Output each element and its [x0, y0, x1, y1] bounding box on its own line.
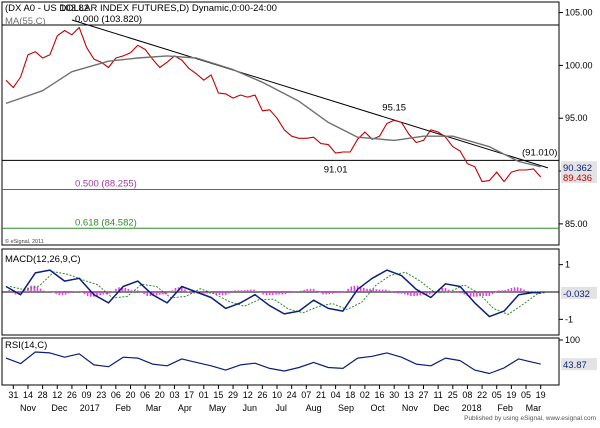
level-label: 0.618 (84.582)	[75, 217, 137, 228]
y-tick-label: 85.00	[565, 219, 588, 229]
price-panel-frame	[1, 1, 560, 246]
x-month-label: Oct	[370, 403, 385, 413]
x-day-label: 20	[126, 390, 136, 400]
rsi-panel: 100 43.87 RSI(14,C)	[1, 335, 597, 386]
x-day-label: 31	[8, 390, 18, 400]
trendline-end-label: (91.010)	[522, 147, 557, 158]
x-month-label: 2017	[80, 403, 100, 413]
x-day-label: 06	[111, 390, 121, 400]
x-day-label: 01	[199, 390, 209, 400]
x-day-label: 19	[536, 390, 546, 400]
x-day-label: 20	[155, 390, 165, 400]
x-month-label: Dec	[51, 403, 68, 413]
last-value-badge: -0.032	[563, 289, 590, 300]
x-day-label: 23	[96, 390, 106, 400]
x-day-label: 08	[462, 390, 472, 400]
y-tick-label: 1	[565, 260, 570, 270]
x-month-label: Jun	[243, 403, 258, 413]
x-day-label: 28	[38, 390, 48, 400]
last-value-badge: 89.436	[563, 173, 592, 184]
rsi-line	[5, 351, 541, 375]
x-month-label: Feb	[115, 403, 131, 413]
chart-title: (DX A0 - US DOLLAR INDEX FUTURES,D) Dyna…	[5, 3, 277, 14]
last-value-badge-bg	[561, 286, 597, 299]
x-day-label: 06	[140, 390, 150, 400]
chart-title-overlay: 103.82	[60, 3, 89, 14]
x-day-label: 05	[492, 390, 502, 400]
last-value-badge-bg	[561, 171, 597, 184]
x-axis: 31 14 28 12 26 09 23 06 20 06 20 03 17 01 15 29 12 26 10 24…	[2, 384, 559, 413]
x-month-label: Jul	[275, 403, 287, 413]
level-label: 0.000 (103.820)	[75, 14, 142, 25]
last-value-badge-bg	[561, 358, 597, 371]
y-tick-label: 100	[565, 335, 580, 345]
x-day-label: 14	[23, 390, 33, 400]
y-tick-label: -1	[565, 314, 573, 324]
x-day-label: 13	[404, 390, 414, 400]
x-month-label: Sep	[338, 403, 354, 413]
x-day-label: 07	[301, 390, 311, 400]
x-day-label: 25	[448, 390, 458, 400]
x-day-label: 22	[477, 390, 487, 400]
x-month-label: May	[209, 403, 227, 413]
x-month-label: Dec	[433, 403, 450, 413]
x-day-label: 09	[82, 390, 92, 400]
x-day-label: 18	[345, 390, 355, 400]
x-month-label: Mar	[146, 403, 162, 413]
y-tick-label: 95.00	[565, 113, 588, 123]
x-day-label: 21	[316, 390, 326, 400]
last-value-badge: 90.362	[563, 163, 592, 174]
macd-signal-line	[9, 271, 545, 315]
x-day-label: 19	[506, 390, 516, 400]
x-month-label: Nov	[20, 403, 37, 413]
x-day-label: 12	[52, 390, 62, 400]
x-day-label: 30	[389, 390, 399, 400]
x-day-label: 17	[184, 390, 194, 400]
price-panel: 0.000 (103.820) 0.500 (88.255) 0.618 (84.5…	[1, 1, 597, 246]
publisher-footer: Published by using eSignal, www.esignal.…	[464, 415, 596, 422]
downtrend-line	[71, 19, 549, 169]
x-month-label: Aug	[306, 403, 322, 413]
x-day-label: 11	[433, 390, 442, 400]
x-month-label: Mar	[526, 403, 542, 413]
x-day-label: 02	[360, 390, 370, 400]
pivot-annotation: 91.01	[324, 164, 348, 175]
x-day-label: 03	[169, 390, 179, 400]
x-day-label: 05	[521, 390, 531, 400]
x-day-label: 29	[228, 390, 238, 400]
macd-line	[5, 269, 541, 318]
x-day-label: 10	[272, 390, 282, 400]
price-series-line	[5, 26, 542, 183]
ma-label: MA(55,C)	[5, 16, 46, 27]
y-tick-label: 100.00	[565, 60, 593, 70]
x-day-label: 12	[243, 390, 253, 400]
x-day-label: 24	[287, 390, 297, 400]
pivot-annotation: 95.15	[382, 103, 406, 114]
x-month-label: 2018	[462, 403, 482, 413]
macd-panel: 1 -1 -0.032 MACD(12,26,9,C)	[1, 248, 597, 336]
macd-title: MACD(12,26,9,C)	[5, 254, 81, 265]
x-day-label: 15	[213, 390, 223, 400]
last-value-badge-bg	[561, 161, 597, 174]
x-month-label: Feb	[497, 403, 513, 413]
last-value-badge: 43.87	[563, 360, 587, 371]
level-label: 0.500 (88.255)	[75, 178, 137, 189]
copyright-label: © eSignal, 2011	[5, 238, 44, 245]
x-day-label: 27	[418, 390, 428, 400]
x-day-label: 26	[257, 390, 267, 400]
moving-average-line	[5, 55, 541, 168]
y-tick-label: 105.00	[565, 8, 593, 18]
x-month-label: Apr	[178, 403, 192, 413]
x-day-label: 04	[331, 390, 341, 400]
rsi-title: RSI(14,C)	[5, 340, 47, 351]
x-month-label: Nov	[402, 403, 419, 413]
x-day-label: 16	[375, 390, 385, 400]
x-day-label: 26	[67, 390, 77, 400]
